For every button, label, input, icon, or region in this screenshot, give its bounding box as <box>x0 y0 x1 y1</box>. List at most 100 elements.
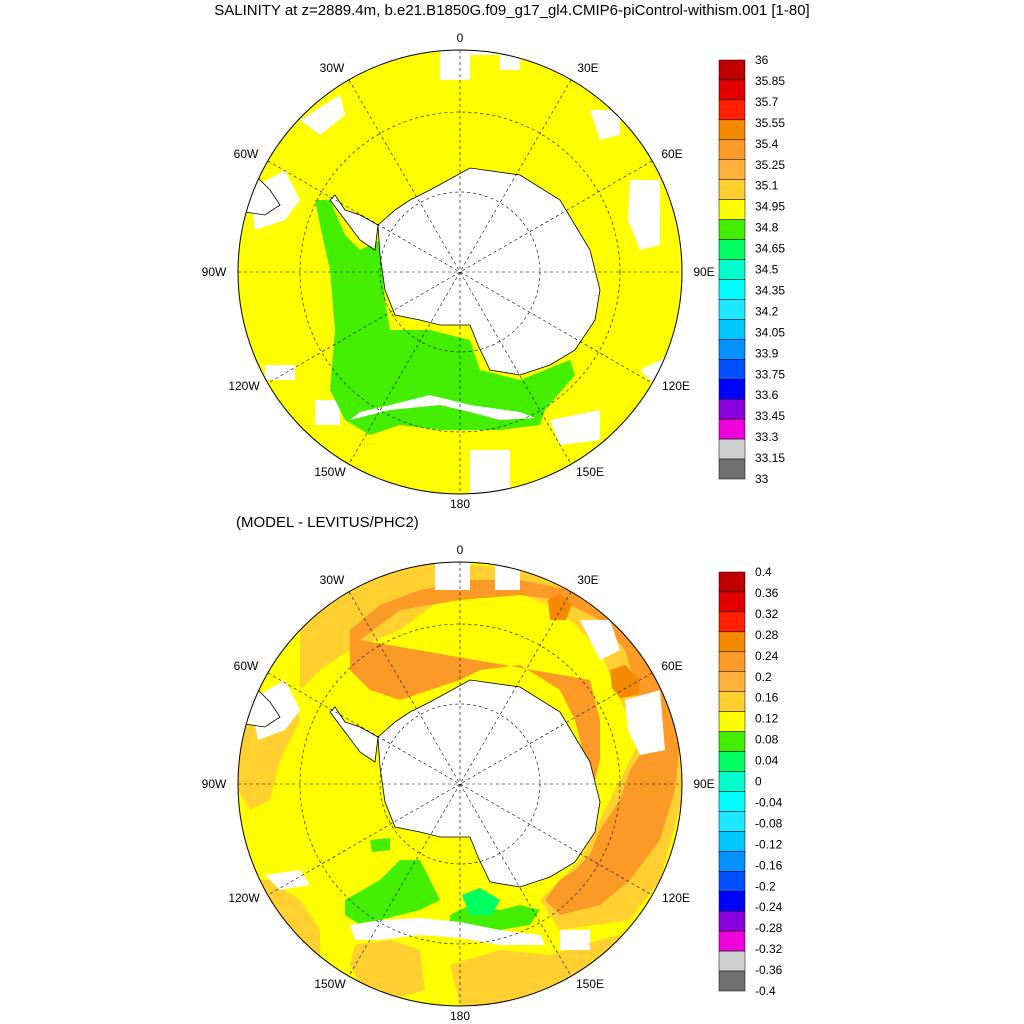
colorbar-swatch <box>718 910 746 932</box>
salinity-colorbar: 36 35.85 35.7 35.55 35.4 35.25 35.1 34.95 34.8 34… <box>718 53 785 486</box>
colorbar-swatch <box>718 299 746 320</box>
colorbar-swatch <box>718 458 746 480</box>
missing-data-area <box>265 365 295 380</box>
missing-data-area <box>435 562 470 590</box>
colorbar-swatch <box>718 970 746 992</box>
colorbar-tick-label: 35.7 <box>755 95 779 109</box>
colorbar-tick-label: 34.65 <box>755 242 785 256</box>
antarctic-peninsula <box>329 194 379 251</box>
colorbar-swatch <box>718 851 746 872</box>
missing-data-area <box>495 565 520 590</box>
lon-label-30e: 30E <box>577 573 598 587</box>
map-border <box>237 49 683 495</box>
colorbar-tick-label: -0.2 <box>755 879 776 893</box>
missing-data-area <box>590 110 620 140</box>
colorbar-tick-label: 35.4 <box>755 137 779 151</box>
missing-data-area <box>350 918 545 945</box>
colorbar-swatch <box>718 691 746 712</box>
diff-band-0-04 <box>345 860 440 925</box>
lon-label-150w: 150W <box>314 977 346 991</box>
colorbar-tick-label: 34.2 <box>755 304 779 318</box>
colorbar-tick-label: 36 <box>755 53 769 67</box>
missing-data-area <box>625 690 665 755</box>
colorbar-tick-label: 34.5 <box>755 263 779 277</box>
colorbar-swatch <box>718 259 746 280</box>
colorbar-tick-label: -0.28 <box>755 921 783 935</box>
colorbar-tick-label: 35.25 <box>755 158 785 172</box>
salinity-band-34-8 <box>315 200 575 435</box>
diff-band-0 <box>462 888 500 915</box>
map-title: SALINITY at z=2889.4m, b.e21.B1850G.f09_… <box>214 2 810 19</box>
colorbar-swatch <box>718 339 746 360</box>
lon-label-120w: 120W <box>228 891 260 905</box>
lon-label-90e: 90E <box>693 265 714 279</box>
diff-band-0-16 <box>350 580 680 915</box>
antarctica-land <box>377 679 601 888</box>
colorbar-swatch <box>718 438 746 460</box>
colorbar-tick-label: 0.16 <box>755 691 779 705</box>
colorbar-tick-label: -0.12 <box>755 837 783 851</box>
colorbar-swatch <box>718 871 746 892</box>
colorbar-tick-label: 0.36 <box>755 586 779 600</box>
colorbar-swatch <box>718 378 746 400</box>
colorbar-swatch <box>718 179 746 200</box>
antarctica-land <box>377 167 601 376</box>
colorbar-swatch <box>718 59 746 81</box>
colorbar-tick-label: 34.35 <box>755 283 785 297</box>
colorbar-swatch <box>718 631 746 653</box>
lon-label-150e: 150E <box>576 977 604 991</box>
missing-data-area <box>580 620 620 660</box>
colorbar-swatch <box>718 159 746 180</box>
difference-map: 0 30E 60E 90E 120E 150E 180 150W 120W 90… <box>202 543 715 1023</box>
colorbar-tick-label: -0.04 <box>755 795 783 809</box>
colorbar-tick-label: 0 <box>755 775 762 789</box>
colorbar-swatch <box>718 811 746 832</box>
lon-label-120w: 120W <box>228 379 260 393</box>
diff-band-0-04 <box>370 838 390 852</box>
missing-data-area <box>470 450 510 494</box>
colorbar-tick-label: 33.75 <box>755 367 785 381</box>
colorbar-tick-label: 33.15 <box>755 451 785 465</box>
lon-label-60e: 60E <box>661 659 682 673</box>
difference-map-title: (MODEL - LEVITUS/PHC2) <box>236 514 419 531</box>
antarctic-peninsula <box>329 706 379 763</box>
colorbar-swatch <box>718 239 746 260</box>
colorbar-swatch <box>718 950 746 972</box>
colorbar-swatch <box>718 319 746 340</box>
colorbar-tick-label: 33.9 <box>755 346 779 360</box>
lon-label-60w: 60W <box>234 659 259 673</box>
colorbar-tick-label: -0.24 <box>755 900 783 914</box>
colorbar-swatch <box>718 711 746 732</box>
lon-label-120e: 120E <box>662 379 690 393</box>
lon-label-0: 0 <box>457 543 464 557</box>
colorbar-tick-label: 35.85 <box>755 74 785 88</box>
colorbar-swatch <box>718 771 746 792</box>
colorbar-tick-label: 0.32 <box>755 607 779 621</box>
missing-data-area <box>628 180 660 250</box>
graticule <box>238 50 682 494</box>
lon-label-90w: 90W <box>202 265 227 279</box>
salinity-map: 0 30E 60E 90E 120E 150E 180 150W 120W 90… <box>202 31 715 511</box>
colorbar-swatch <box>718 139 746 161</box>
colorbar-tick-label: 34.8 <box>755 221 779 235</box>
lon-label-0: 0 <box>457 31 464 45</box>
colorbar-tick-label: 35.1 <box>755 179 779 193</box>
colorbar-tick-label: 0.2 <box>755 670 772 684</box>
colorbar-swatch <box>718 651 746 673</box>
colorbar-swatch <box>718 611 746 633</box>
colorbar-tick-label: 0.08 <box>755 733 779 747</box>
lon-label-30e: 30E <box>577 61 598 75</box>
colorbar-swatch <box>718 359 746 380</box>
colorbar-tick-label: -0.4 <box>755 984 776 998</box>
colorbar-swatch <box>718 591 746 613</box>
colorbar-swatch <box>718 731 746 752</box>
colorbar-tick-label: -0.08 <box>755 816 783 830</box>
colorbar-swatch <box>718 79 746 101</box>
colorbar-tick-label: 33.6 <box>755 388 779 402</box>
colorbar-tick-label: 0.4 <box>755 565 772 579</box>
lon-label-90e: 90E <box>693 777 714 791</box>
colorbar-tick-label: 0.04 <box>755 754 779 768</box>
lon-label-180: 180 <box>450 497 470 511</box>
colorbar-swatch <box>718 571 746 593</box>
colorbar-swatch <box>718 418 746 440</box>
